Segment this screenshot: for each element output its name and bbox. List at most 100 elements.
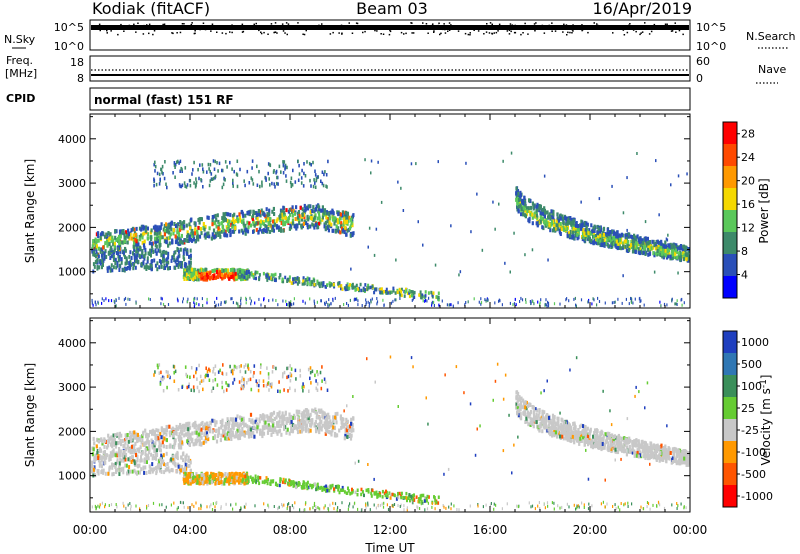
echo-cell: [389, 291, 392, 295]
echo-cell: [351, 427, 354, 432]
echo-cell: [147, 453, 150, 458]
echo-cell: [308, 389, 310, 393]
echo-cell: [202, 185, 204, 189]
echo-cell: [240, 364, 242, 368]
echo-cell: [216, 161, 218, 165]
echo-cell: [244, 223, 247, 228]
echo-cell: [653, 243, 656, 248]
echo-cell: [133, 459, 136, 464]
echo-cell: [211, 232, 214, 237]
echo-cell: [249, 271, 252, 276]
echo-cell: [296, 430, 300, 435]
echo-cell: [162, 453, 165, 458]
echo-cell: [250, 302, 252, 306]
echo-cell: [185, 185, 188, 189]
nsky-sample: [162, 23, 164, 26]
nsky-sample: [277, 26, 280, 29]
echo-cell: [307, 367, 310, 372]
echo-cell: [180, 445, 183, 450]
nsky-sample: [498, 23, 501, 26]
echo-cell: [271, 219, 275, 224]
echo-cell: [294, 276, 297, 281]
echo-cell: [554, 226, 557, 231]
echo-cell: [240, 432, 244, 437]
echo-cell: [112, 252, 115, 257]
echo-cell: [108, 465, 111, 470]
echo-cell: [347, 227, 350, 232]
echo-cell: [185, 453, 188, 458]
echo-cell: [365, 301, 367, 305]
echo-cell: [668, 251, 671, 256]
echo-cell: [618, 233, 621, 238]
echo-cell: [229, 364, 231, 369]
echo-cell: [133, 227, 136, 232]
nsky-strip: 10^5 10^0 10^5 10^0 N.Sky N.Search: [4, 19, 796, 53]
echo-cell: [185, 372, 187, 377]
echo-cell: [632, 236, 635, 240]
echo-cell: [235, 301, 238, 305]
echo-cell: [683, 301, 685, 305]
echo-cell: [204, 224, 207, 229]
echo-cell: [674, 246, 677, 251]
echo-cell: [518, 204, 521, 209]
echo-cell: [167, 255, 170, 260]
echo-cell: [129, 298, 131, 301]
echo-cell: [566, 222, 569, 227]
echo-cell: [274, 278, 276, 282]
nsky-sample: [684, 26, 687, 29]
echo-cell: [177, 462, 180, 467]
echo-cell: [135, 226, 138, 231]
echo-cell: [351, 285, 354, 290]
echo-cell: [168, 235, 171, 240]
echo-cell: [225, 372, 228, 376]
echo-cell: [139, 458, 142, 463]
echo-cell: [529, 300, 531, 303]
echo-cell: [156, 231, 159, 236]
nsky-sample: [443, 23, 445, 25]
echo-cell: [249, 377, 252, 382]
echo-cell: [194, 296, 196, 300]
nsky-sample: [508, 33, 511, 35]
echo-cell: [245, 271, 248, 275]
echo-cell: [189, 183, 192, 188]
echo-cell: [600, 242, 603, 247]
echo-cell: [177, 464, 180, 469]
echo-cell: [245, 269, 248, 273]
echo-cell: [193, 181, 195, 185]
echo-cell: [114, 461, 117, 466]
echo-cell: [355, 297, 357, 301]
echo-cell: [450, 303, 452, 307]
echo-cell: [344, 433, 347, 438]
nsky-sample: [303, 33, 306, 36]
echo-cell: [535, 215, 539, 220]
echo-cell: [292, 168, 294, 173]
echo-cell: [96, 266, 99, 271]
echo-cell: [368, 226, 371, 230]
echo-cell: [399, 293, 402, 297]
echo-cell: [122, 229, 125, 233]
echo-cell: [134, 242, 137, 247]
echo-cell: [183, 268, 186, 273]
nsky-sample: [348, 22, 350, 24]
nsky-sample: [686, 27, 688, 30]
nsky-sample: [572, 24, 574, 26]
echo-cell: [259, 213, 262, 218]
echo-cell: [184, 455, 187, 460]
echo-cell: [193, 374, 195, 379]
echo-cell: [291, 210, 294, 214]
echo-cell: [110, 441, 113, 446]
echo-cell: [392, 289, 395, 293]
echo-cell: [626, 244, 629, 249]
echo-cell: [577, 231, 580, 236]
echo-cell: [224, 273, 227, 278]
echo-cell: [311, 209, 314, 214]
nsky-sample: [528, 26, 530, 28]
echo-cell: [237, 424, 240, 429]
echo-cell: [249, 209, 252, 214]
nsky-sample: [297, 22, 299, 24]
freq-tick-bottom: 8: [77, 72, 84, 85]
echo-cell: [273, 365, 275, 369]
echo-cell: [174, 234, 177, 239]
echo-cell: [104, 471, 107, 476]
echo-cell: [515, 303, 517, 307]
